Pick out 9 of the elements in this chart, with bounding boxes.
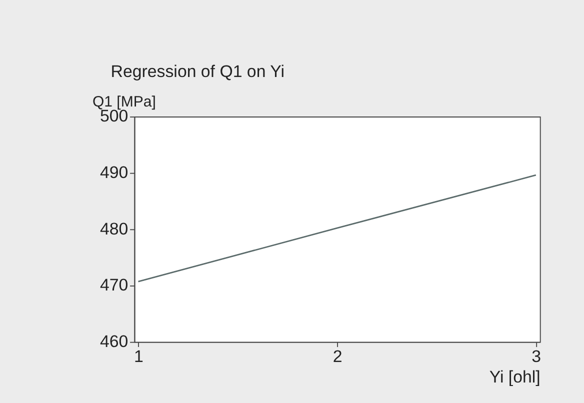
- y-tick-label: 470: [100, 276, 128, 295]
- y-tick-label: 490: [100, 163, 128, 182]
- x-tick-label: 1: [134, 347, 144, 366]
- y-tick-label: 460: [100, 332, 128, 352]
- x-tick-label: 3: [532, 347, 542, 366]
- chart-title: Regression of Q1 on Yi: [110, 62, 284, 82]
- y-tick-label: 480: [100, 219, 128, 238]
- x-axis-title: Yi [ohl]: [489, 368, 540, 387]
- x-tick-label: 2: [332, 347, 342, 366]
